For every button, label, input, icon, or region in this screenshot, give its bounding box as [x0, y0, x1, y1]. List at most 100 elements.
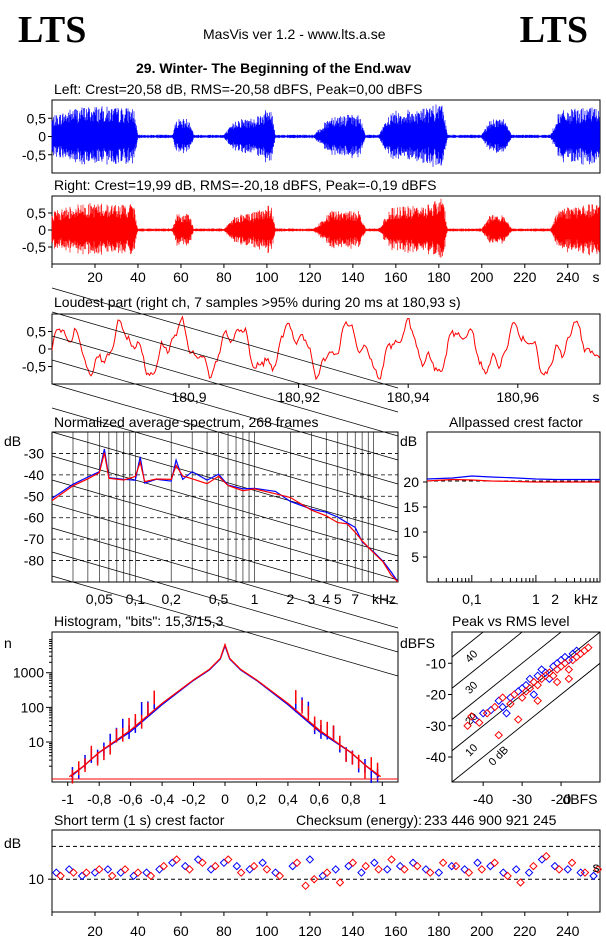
histogram-ylabel: n	[4, 635, 12, 651]
right-wave-xtick-label-6: 140	[341, 269, 365, 285]
peak-rms-point-left-10	[533, 671, 542, 680]
peak-rms-ylabel: dBFS	[400, 635, 435, 651]
peak-rms-point-left-3	[494, 696, 503, 705]
short-crest-point-left-39	[563, 865, 573, 874]
short-crest-point-right-0	[56, 871, 65, 881]
short-crest-xtick-label-4: 100	[255, 923, 279, 939]
short-crest-point-right-9	[172, 855, 181, 864]
short-crest-point-right-16	[262, 865, 272, 874]
peak-rms-diag-label-1: 30	[463, 679, 480, 696]
short-crest-xtick-label-0: 20	[87, 923, 103, 939]
short-crest-point-right-31	[451, 861, 461, 871]
spectrum-ytick-label-1: -40	[24, 467, 44, 483]
peak-rms-point-right-8	[517, 693, 527, 702]
loudest-xunit: s	[593, 389, 600, 405]
right-wave-xtick-label-2: 60	[173, 269, 189, 285]
short-crest-point-right-36	[516, 878, 525, 887]
loudest-trace	[51, 315, 600, 381]
short-crest-point-right-38	[542, 851, 551, 861]
right-wave-xtick-label-4: 100	[255, 269, 279, 285]
short-crest-point-left-36	[524, 868, 534, 877]
short-crest-point-right-34	[490, 858, 499, 868]
file-title: 29. Winter- The Beginning of the End.wav	[136, 60, 412, 76]
spectrum-xtick-label-1: 0,1	[126, 591, 146, 607]
short-crest-point-right-20	[309, 874, 319, 884]
loudest-xtick-label-2: 180,94	[387, 389, 430, 405]
checksum-label: Checksum (energy):	[296, 812, 423, 828]
loudest-ytick-label-2: -0,5	[22, 359, 46, 375]
short-crest-point-left-25	[383, 865, 392, 874]
peak-rms-ytick-label-3: -40	[426, 749, 446, 765]
peak-rms-diag-label-0: 40	[463, 648, 480, 665]
short-crest-point-left-31	[460, 865, 469, 874]
histogram-xtick-label-2: -0,6	[119, 791, 143, 807]
peak-rms-point-right-25	[584, 643, 593, 652]
short-crest-point-right-2	[82, 868, 91, 877]
short-crest-point-right-27	[400, 865, 409, 874]
short-crest-point-right-24	[361, 861, 370, 871]
checksum-value: 233 446 900 921 245	[424, 812, 557, 828]
peak-rms-point-right-2	[475, 718, 484, 727]
peak-rms-point-right-1	[467, 712, 476, 721]
histogram-xtick-label-3: -0,4	[150, 791, 174, 807]
short-crest-point-left-3	[90, 868, 100, 877]
loudest-ytick-label-0: 0,5	[27, 324, 47, 340]
peak-rms-xtick-label-2: -20	[551, 791, 571, 807]
short-crest-xtick-label-9: 200	[470, 923, 494, 939]
short-crest-point-right-19	[301, 881, 310, 891]
histogram-xtick-label-10: 1	[378, 791, 386, 807]
crest-xunit: kHz	[574, 591, 598, 607]
right-wave-xtick-label-7: 160	[384, 269, 408, 285]
short-crest-point-left-21	[331, 865, 340, 874]
peak-rms-point-right-11	[529, 677, 539, 687]
crest-xtick-label-1: 1	[532, 591, 540, 607]
crest-ytick-label-3: 5	[411, 549, 419, 565]
short-crest-xunit: s	[593, 859, 600, 875]
short-crest-point-left-38	[550, 861, 560, 871]
short-crest-point-left-33	[486, 861, 495, 871]
loudest-title: Loudest part (right ch, 7 samples >95% d…	[54, 294, 461, 310]
peak-rms-point-left-4	[498, 702, 507, 712]
histogram-ytick-label-0: 1000	[13, 665, 44, 681]
short-crest-point-left-16	[258, 858, 267, 868]
peak-rms-point-right-26	[494, 730, 503, 740]
app-title: MasVis ver 1.2 - www.lts.a.se	[203, 26, 386, 42]
peak-rms-point-left-9	[525, 674, 535, 684]
histogram-title: Histogram, "bits": 15,3/15,3	[54, 613, 224, 629]
spectrum-slope-12	[51, 575, 399, 677]
short-crest-point-left-8	[155, 865, 164, 874]
short-crest-xtick-label-7: 160	[384, 923, 408, 939]
peak-rms-point-right-27	[513, 715, 523, 724]
spectrum-slope-9	[51, 503, 399, 605]
short-crest-point-right-32	[464, 868, 474, 877]
spectrum-slope-11	[51, 551, 399, 653]
short-crest-point-right-6	[133, 868, 143, 877]
short-crest-point-right-37	[529, 861, 538, 871]
spectrum-slope-5	[51, 407, 399, 509]
short-crest-xtick-label-1: 40	[130, 923, 146, 939]
crest-series-right	[426, 478, 600, 483]
short-crest-point-right-29	[425, 868, 435, 877]
peak-rms-point-right-29	[552, 677, 562, 687]
short-crest-point-right-11	[198, 858, 207, 868]
spectrum-ytick-label-5: -80	[24, 553, 44, 569]
peak-rms-diagonal-2	[452, 632, 562, 721]
crest-frame	[426, 431, 601, 583]
short-crest-point-right-4	[107, 871, 117, 881]
spectrum-xunit: kHz	[372, 591, 396, 607]
short-crest-point-left-11	[193, 855, 203, 864]
short-crest-point-left-20	[318, 871, 328, 881]
loudest-xtick-label-0: 180,9	[171, 389, 206, 405]
crest-ylabel: dB	[400, 433, 417, 449]
left-wave-title: Left: Crest=20,58 dB, RMS=-20,58 dBFS, P…	[54, 81, 423, 97]
short-crest-point-left-40	[576, 868, 585, 877]
histogram-series-right	[68, 642, 382, 778]
peak-rms-ytick-label-2: -30	[426, 718, 446, 734]
right-wave-xtick-label-10: 220	[513, 269, 537, 285]
short-crest-point-left-10	[180, 861, 190, 871]
peak-rms-point-left-2	[486, 705, 496, 715]
short-crest-point-right-35	[503, 871, 512, 881]
logo-right: LTS	[519, 9, 588, 51]
spectrum-slope-10	[51, 527, 399, 629]
